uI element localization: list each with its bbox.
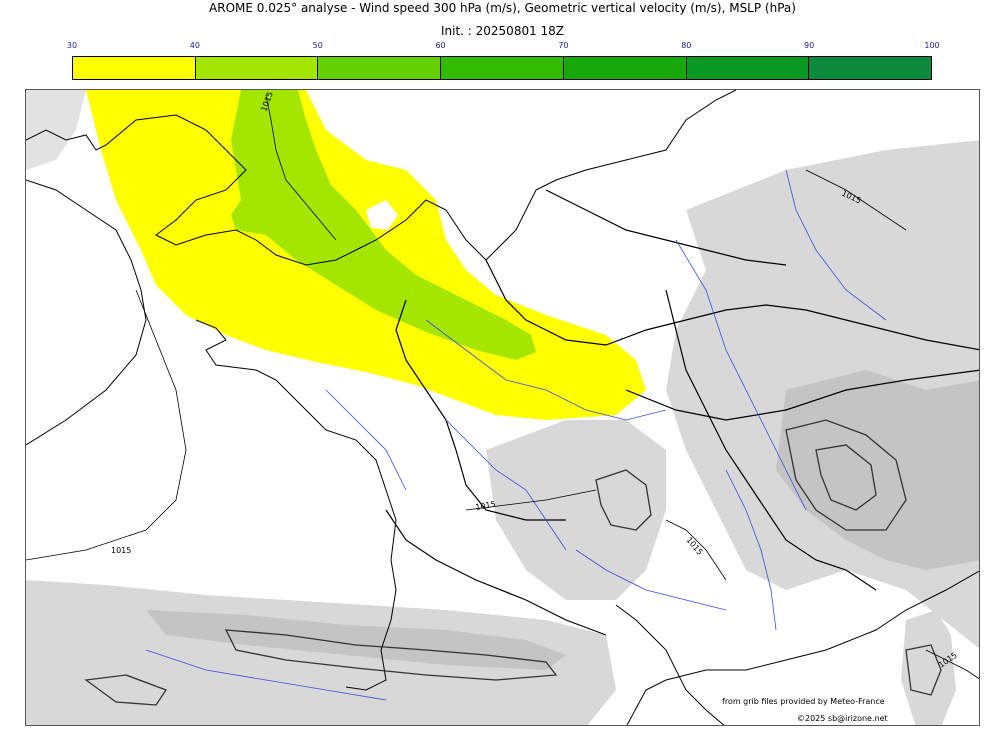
- data-source-credit: from grib files provided by Meteo-France: [722, 697, 885, 706]
- wind-band-50: [231, 90, 536, 360]
- colorbar-tick-label: 100: [924, 41, 940, 50]
- weather-map[interactable]: 1015 1015 1015 1015 1015 1015: [25, 89, 980, 726]
- copyright-credit: ©2025 sb@irizone.net: [797, 714, 888, 723]
- wind-band-40-hole: [366, 200, 398, 230]
- colorbar-segment: [563, 57, 687, 79]
- rivers: [145, 169, 887, 701]
- colorbar-ticks: 30 40 50 60 70 80 90 100: [67, 41, 940, 53]
- borders: [385, 189, 979, 636]
- isobar-label: 1015: [111, 546, 131, 555]
- terrain-pyrenees-high: [146, 610, 566, 670]
- colorbar-tick-label: 60: [435, 41, 446, 50]
- colorbar-tick-label: 80: [681, 41, 692, 50]
- colorbar-tick-label: 40: [189, 41, 200, 50]
- colorbar-tick-label: 90: [804, 41, 815, 50]
- colorbar-segment: [809, 57, 932, 79]
- wind-speed-bands: [86, 90, 646, 420]
- terrain-massif-central: [486, 420, 666, 600]
- terrain-corsica: [901, 610, 956, 725]
- isobars: [26, 94, 979, 680]
- colorbar-tick-label: 70: [558, 41, 569, 50]
- colorbar-segment: [318, 57, 442, 79]
- map-title: AROME 0.025° analyse - Wind speed 300 hP…: [209, 1, 796, 15]
- colorbar-segment: [686, 57, 810, 79]
- colorbar-segment: [195, 57, 319, 79]
- terrain-uk: [26, 90, 86, 170]
- colorbar-tick-label: 50: [312, 41, 323, 50]
- init-time: Init. : 20250801 18Z: [440, 24, 565, 38]
- colorbar-tick-label: 30: [66, 41, 78, 50]
- colorbar-segment: [441, 57, 564, 79]
- relief-contours: [84, 419, 942, 706]
- coastlines: [26, 90, 979, 725]
- isobar-label: 1015: [475, 500, 497, 512]
- colorbar: [72, 56, 932, 80]
- colorbar-segment: [73, 57, 196, 79]
- map-canvas: 1015 1015 1015 1015 1015 1015: [26, 90, 979, 725]
- isobar-label: 1015: [684, 536, 704, 557]
